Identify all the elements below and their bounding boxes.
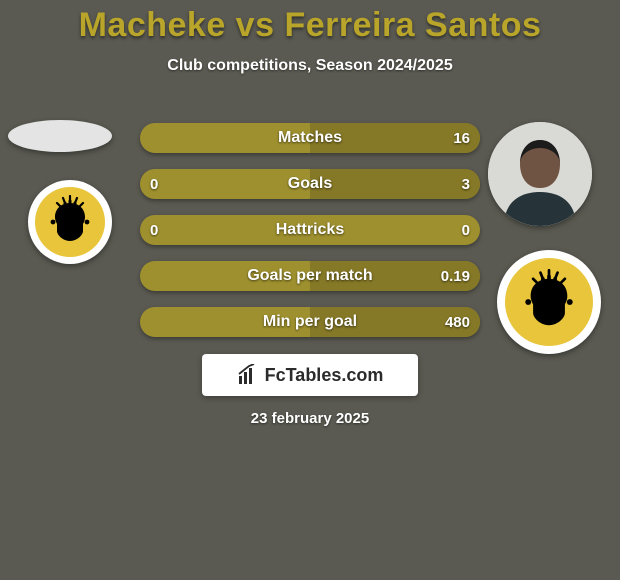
stat-label: Matches (140, 123, 480, 153)
comparison-infographic: Macheke vs Ferreira Santos Club competit… (0, 0, 620, 580)
club-badge-inner (35, 187, 105, 257)
chief-head-icon (43, 195, 97, 249)
stat-row: Min per goal480 (140, 307, 480, 337)
left-player-photo (8, 120, 112, 152)
stat-bars: Matches16Goals03Hattricks00Goals per mat… (140, 123, 480, 353)
stat-label: Min per goal (140, 307, 480, 337)
left-club-badge (28, 180, 112, 264)
stat-value-left: 0 (150, 169, 158, 199)
brand-text: FcTables.com (265, 365, 384, 386)
stat-value-right: 16 (453, 123, 470, 153)
page-title: Macheke vs Ferreira Santos (0, 0, 620, 45)
stat-value-right: 480 (445, 307, 470, 337)
stat-label: Hattricks (140, 215, 480, 245)
stat-row: Goals per match0.19 (140, 261, 480, 291)
stat-value-right: 0 (462, 215, 470, 245)
right-club-badge (497, 250, 601, 354)
brand-box: FcTables.com (202, 354, 418, 396)
player-silhouette-icon (488, 122, 592, 226)
stat-value-right: 0.19 (441, 261, 470, 291)
stat-row: Hattricks0 0 (140, 215, 480, 245)
right-player-photo (488, 122, 592, 226)
chief-head-icon (516, 269, 582, 335)
stat-value-right: 3 (462, 169, 470, 199)
stat-label: Goals per match (140, 261, 480, 291)
stat-label: Goals (140, 169, 480, 199)
stat-row: Goals0 3 (140, 169, 480, 199)
stat-value-left: 0 (150, 215, 158, 245)
stat-row: Matches16 (140, 123, 480, 153)
subtitle: Club competitions, Season 2024/2025 (0, 57, 620, 75)
date-text: 23 february 2025 (0, 410, 620, 427)
club-badge-inner (505, 258, 593, 346)
chart-bars-icon (237, 364, 259, 386)
